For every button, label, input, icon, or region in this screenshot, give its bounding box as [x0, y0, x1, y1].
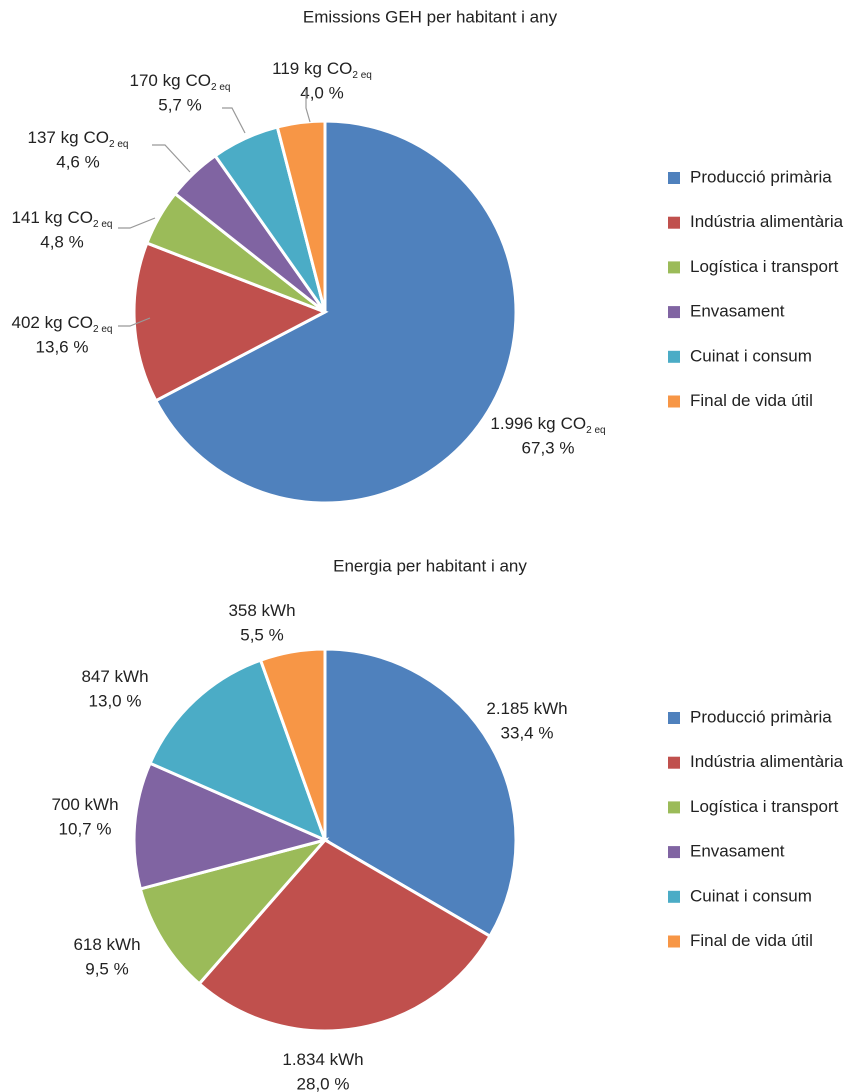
value-label: 137 kg CO2 eq — [27, 128, 128, 149]
legend-label: Envasament — [690, 302, 785, 321]
legend-swatch — [668, 395, 680, 408]
value-label: 141 kg CO2 eq — [11, 208, 112, 229]
value-label: 1.834 kWh — [282, 1050, 363, 1069]
percentage-label: 33,4 % — [501, 723, 554, 742]
value-label: 1.996 kg CO2 eq — [490, 414, 605, 435]
chart-title: Energia per habitant i any — [333, 556, 527, 575]
unit: CO — [68, 208, 94, 227]
pie-slice — [132, 241, 329, 403]
percentage-label: 9,5 % — [85, 959, 128, 978]
value-text: 119 kg — [272, 59, 322, 78]
value-text: 618 kWh — [73, 935, 140, 954]
unit: CO — [186, 71, 212, 90]
legend-swatch — [668, 890, 680, 903]
pie-slice — [258, 647, 327, 841]
legend-swatch — [668, 306, 680, 319]
legend-label: Final de vida útil — [690, 391, 813, 410]
value-label: 618 kWh — [73, 935, 140, 954]
legend-label: Cuinat i consum — [690, 346, 812, 365]
unit-subscript: 2 eq — [586, 425, 605, 436]
unit: CO — [84, 128, 110, 147]
legend-swatch — [668, 756, 680, 769]
leader-line — [118, 217, 156, 229]
value-text: 1.834 kWh — [282, 1050, 363, 1069]
legend-swatch — [668, 846, 680, 859]
percentage-label: 5,5 % — [240, 625, 283, 644]
percentage-label: 67,3 % — [522, 438, 575, 457]
value-text: 2.185 kWh — [486, 699, 567, 718]
legend-swatch — [668, 261, 680, 274]
unit-subscript: 2 eq — [109, 139, 128, 150]
value-label: 119 kg CO2 eq — [272, 59, 372, 80]
legend-label: Final de vida útil — [690, 931, 813, 950]
legend-swatch — [668, 712, 680, 724]
legend-swatch — [668, 801, 680, 814]
pie-slice — [148, 658, 328, 843]
pie-slice — [197, 838, 493, 1033]
leader-line — [305, 90, 311, 123]
value-label: 847 kWh — [81, 667, 148, 686]
percentage-label: 28,0 % — [297, 1074, 350, 1092]
pie-slice — [132, 761, 330, 891]
unit: CO — [561, 414, 587, 433]
unit-subscript: 2 eq — [352, 70, 371, 81]
chart-title: Emissions GEH per habitant i any — [303, 7, 558, 26]
value-text: 402 kg — [11, 313, 62, 332]
unit-subscript: 2 eq — [211, 82, 230, 93]
value-label: 170 kg CO2 eq — [129, 71, 230, 92]
legend-label: Envasament — [690, 842, 785, 861]
legend-label: Logística i transport — [690, 257, 839, 276]
unit: CO — [68, 313, 94, 332]
percentage-label: 4,6 % — [56, 152, 99, 171]
legend-swatch — [668, 216, 680, 229]
value-label: 358 kWh — [228, 601, 295, 620]
legend-label: Cuinat i consum — [690, 886, 812, 905]
percentage-label: 10,7 % — [59, 819, 112, 838]
value-label: 2.185 kWh — [486, 699, 567, 718]
legend-swatch — [668, 935, 680, 948]
value-text: 141 kg — [11, 208, 62, 227]
percentage-label: 13,6 % — [36, 337, 89, 356]
value-text: 847 kWh — [81, 667, 148, 686]
percentage-label: 13,0 % — [89, 691, 142, 710]
value-text: 137 kg — [27, 128, 78, 147]
pie-slice — [323, 647, 518, 939]
value-text: 1.996 kg — [490, 414, 555, 433]
unit-subscript: 2 eq — [93, 324, 112, 335]
value-label: 402 kg CO2 eq — [11, 313, 112, 334]
percentage-label: 5,7 % — [158, 95, 201, 114]
legend-label: Indústria alimentària — [690, 752, 844, 771]
value-text: 358 kWh — [228, 601, 295, 620]
legend-label: Producció primària — [690, 707, 832, 726]
legend-label: Logística i transport — [690, 797, 839, 816]
legend-swatch — [668, 172, 680, 184]
leader-line — [118, 317, 151, 327]
unit-subscript: 2 eq — [93, 219, 112, 230]
legend-label: Indústria alimentària — [690, 212, 844, 231]
percentage-label: 4,8 % — [40, 232, 83, 251]
pie-slice — [275, 119, 327, 313]
legend-swatch — [668, 350, 680, 363]
leader-line — [152, 144, 191, 173]
legend-label: Producció primària — [690, 167, 832, 186]
value-text: 170 kg — [129, 71, 180, 90]
unit: CO — [327, 59, 353, 78]
value-text: 700 kWh — [51, 795, 118, 814]
pie-slice — [153, 119, 518, 505]
pie-slice — [138, 837, 330, 986]
percentage-label: 4,0 % — [300, 83, 343, 102]
value-label: 700 kWh — [51, 795, 118, 814]
leader-line — [222, 107, 246, 134]
